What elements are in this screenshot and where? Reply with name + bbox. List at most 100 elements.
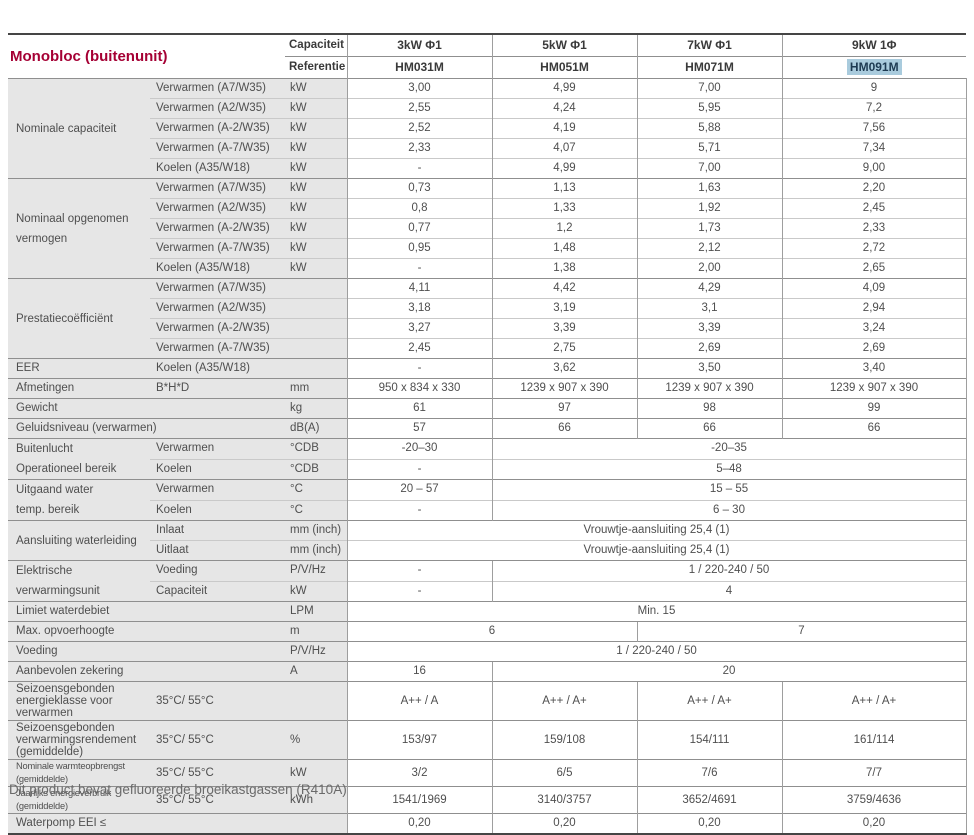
unit-cell: kW [285, 258, 347, 279]
unit-cell: kW [285, 178, 347, 199]
value-cell: 3,19 [491, 298, 637, 319]
value-cell: - [346, 158, 492, 179]
value-cell: 1,73 [636, 218, 782, 239]
value-cell: 0,8 [346, 198, 492, 219]
unit-cell: mm (inch) [285, 520, 347, 541]
spec-row: Nominaal opgenomen vermogen Verwarmen (A7… [8, 178, 967, 279]
row-label: Nominale capaciteit [8, 78, 150, 179]
unit-cell: kW [285, 158, 347, 179]
sub-row-label: Verwarmen [150, 438, 285, 459]
value-cell: 4,29 [636, 278, 782, 299]
spec-row: Buitenlucht Operationeel bereik Verwarmen… [8, 438, 967, 480]
value-cell: 7/7 [781, 759, 967, 787]
value-cell: 66 [636, 418, 782, 439]
spec-row: Voeding P/V/Hz 1 / 220-240 / 50 [8, 641, 967, 662]
capacity-header-label: Capaciteit [289, 39, 344, 51]
sub-row-label: 35°C/ 55°C [150, 759, 285, 787]
value-cell: 3,27 [346, 318, 492, 339]
value-cell: 3/2 [346, 759, 492, 787]
row-label: Geluidsniveau (verwarmen) [8, 418, 285, 439]
spec-row: Gewicht kg 61 97 98 99 [8, 398, 967, 419]
sub-row-label: Capaciteit [150, 580, 285, 602]
value-cell: 2,45 [781, 198, 967, 219]
value-cell: 66 [491, 418, 637, 439]
value-cell: - [346, 458, 492, 480]
value-cell: 161/114 [781, 720, 967, 760]
unit-cell: kW [285, 138, 347, 159]
value-cell: 1 / 220-240 / 50 [491, 560, 967, 581]
value-cell: 1239 x 907 x 390 [636, 378, 782, 399]
value-cell: 3,50 [636, 358, 782, 379]
row-label: Nominaal opgenomen vermogen [8, 178, 150, 279]
value-cell: 2,69 [636, 338, 782, 359]
spec-row: Verwarmen (A-7/W35) kW 2,33 4,07 5,71 7,34 [8, 138, 967, 159]
spec-row: Verwarmen (A-2/W35) 3,27 3,39 3,39 3,24 [8, 318, 967, 339]
value-cell: 1239 x 907 x 390 [781, 378, 967, 399]
value-cell: 950 x 834 x 330 [346, 378, 492, 399]
unit-cell: % [285, 720, 347, 760]
sub-row-label: Koelen [150, 458, 285, 480]
spec-row: Verwarmen (A2/W35) kW 2,55 4,24 5,95 7,2 [8, 98, 967, 119]
header-row-capacity: Monobloc (buitenunit) Capaciteit 3kW Φ1 5… [8, 34, 966, 64]
spec-row: Koelen (A35/W18) kW -4,99 7,00 9,00 [8, 158, 967, 179]
spec-row: Nominale warmteopbrengst (gemiddelde) 35°… [8, 759, 967, 787]
capacity-column-header: 5kW Φ1 [491, 34, 637, 57]
value-cell: 2,94 [781, 298, 967, 319]
row-label: Aanbevolen zekering [8, 661, 285, 682]
spec-sheet-page: Monobloc (buitenunit) Capaciteit 3kW Φ1 5… [8, 33, 967, 835]
sub-row-label: Verwarmen (A7/W35) [150, 178, 285, 199]
value-cell: 2,33 [346, 138, 492, 159]
row-label: Aansluiting waterleiding [8, 520, 150, 561]
value-cell: 4,09 [781, 278, 967, 299]
value-cell: 20 – 57 [346, 479, 492, 500]
sub-row-label: Koelen (A35/W18) [150, 258, 285, 279]
spec-row: Verwarmen (A-2/W35) kW 2,52 4,19 5,88 7,56 [8, 118, 967, 139]
spec-row: Verwarmen (A-2/W35) kW 0,77 1,2 1,73 2,33 [8, 218, 967, 239]
spec-row: Nominale capaciteit Verwarmen (A7/W35) kW 3… [8, 78, 967, 179]
value-cell: - [346, 499, 492, 521]
value-cell: 7,34 [781, 138, 967, 159]
value-cell: 66 [781, 418, 967, 439]
value-cell: 97 [491, 398, 637, 419]
value-cell: 4,99 [491, 158, 637, 179]
value-cell: - [346, 560, 492, 581]
row-label: Limiet waterdebiet [8, 601, 285, 622]
value-cell: 3140/3757 [491, 786, 637, 814]
header-row-reference: Referentie HM031M HM051M HM071M HM091M [8, 56, 966, 79]
unit-cell: m [285, 621, 347, 642]
value-cell: 6 [346, 621, 637, 642]
page-title: Monobloc (buitenunit) [10, 48, 168, 65]
sub-row-label: Verwarmen (A2/W35) [150, 198, 285, 219]
value-cell: 2,12 [636, 238, 782, 259]
value-cell: 3759/4636 [781, 786, 967, 814]
sub-row-label: Koelen (A35/W18) [150, 358, 347, 379]
value-cell: -20–30 [346, 438, 492, 459]
value-cell: 1541/1969 [346, 786, 492, 814]
sub-row-label: Verwarmen (A2/W35) [150, 98, 285, 119]
sub-row-label: Uitlaat [150, 540, 285, 561]
value-cell: 7,00 [636, 78, 782, 99]
spec-table: Monobloc (buitenunit) Capaciteit 3kW Φ1 5… [8, 33, 967, 835]
value-cell: 154/111 [636, 720, 782, 760]
unit-cell: kW [285, 98, 347, 119]
value-cell: 4,19 [491, 118, 637, 139]
sub-row-label: Verwarmen (A7/W35) [150, 278, 347, 299]
value-cell: 2,75 [491, 338, 637, 359]
value-cell: 15 – 55 [491, 479, 967, 500]
value-cell: Min. 15 [346, 601, 967, 622]
sub-row-label: Verwarmen (A-2/W35) [150, 318, 347, 339]
spec-row: Max. opvoerhoogte m 6 7 [8, 621, 967, 642]
row-label: Uitgaand water temp. bereik [8, 479, 150, 521]
value-cell: 0,20 [781, 813, 967, 834]
value-cell: 4,42 [491, 278, 637, 299]
row-label: Nominale warmteopbrengst (gemiddelde) [8, 759, 150, 787]
spec-row: Uitlaat mm (inch) Vrouwtje-aansluiting 25,… [8, 540, 967, 561]
value-cell: 5–48 [491, 458, 967, 480]
spec-row: Limiet waterdebiet LPM Min. 15 [8, 601, 967, 622]
value-cell: 0,77 [346, 218, 492, 239]
value-cell: 1,92 [636, 198, 782, 219]
value-cell: Vrouwtje-aansluiting 25,4 (1) [346, 540, 967, 561]
value-cell: 3,40 [781, 358, 967, 379]
unit-cell: mm [285, 378, 347, 399]
row-label: EER [8, 358, 150, 379]
